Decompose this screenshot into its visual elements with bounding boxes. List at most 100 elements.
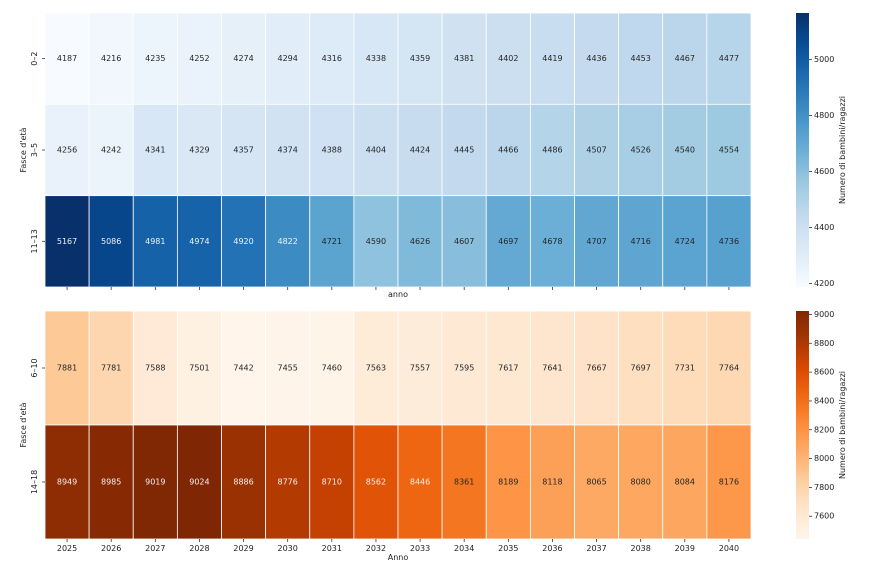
cell-value-label: 4341 bbox=[145, 146, 165, 155]
heatmap-cell bbox=[265, 310, 311, 426]
cell-value-label: 4453 bbox=[631, 54, 651, 63]
heatmap-cell bbox=[529, 103, 575, 197]
heatmap-cell bbox=[441, 424, 487, 540]
colorbar-tick-label: 4600 bbox=[814, 167, 834, 176]
cell-value-label: 4707 bbox=[586, 237, 606, 246]
cell-value-label: 4187 bbox=[57, 54, 77, 63]
cell-value-label: 4436 bbox=[586, 54, 606, 63]
heatmap-cell bbox=[309, 424, 355, 540]
colorbar-tick-label: 4400 bbox=[814, 223, 834, 232]
colorbar-tick-label: 8800 bbox=[814, 339, 834, 348]
cell-value-label: 8710 bbox=[322, 478, 342, 487]
colorbar-tick-label: 9000 bbox=[814, 310, 834, 319]
x-tick-label: 2032 bbox=[366, 544, 386, 553]
cell-value-label: 8176 bbox=[719, 478, 739, 487]
heatmap-cell bbox=[706, 12, 752, 105]
cell-value-label: 4526 bbox=[631, 146, 651, 155]
cell-value-label: 4388 bbox=[322, 146, 342, 155]
heatmap-cell bbox=[176, 12, 222, 105]
cell-value-label: 8118 bbox=[542, 478, 562, 487]
colorbar-tick-label: 5000 bbox=[814, 55, 834, 64]
cell-value-label: 4467 bbox=[675, 54, 695, 63]
cell-value-label: 7764 bbox=[719, 364, 739, 373]
cell-value-label: 4404 bbox=[366, 146, 386, 155]
cell-value-label: 8189 bbox=[498, 478, 518, 487]
cell-value-label: 4445 bbox=[454, 146, 474, 155]
x-tick-label: 2026 bbox=[101, 544, 121, 553]
colorbar-tick-label: 8200 bbox=[814, 425, 834, 434]
heatmap-cell bbox=[176, 310, 222, 426]
heatmap-cell bbox=[574, 12, 620, 105]
x-tick-label: 2025 bbox=[57, 544, 77, 553]
heatmap-bottom-panel: 7881 7781 7588 7501 7442 7455 7460 7563 7557 7595… bbox=[19, 310, 847, 562]
heatmap-cell bbox=[397, 424, 443, 540]
heatmap-cell bbox=[706, 195, 752, 288]
heatmap-cell bbox=[441, 12, 487, 105]
x-tick-label: 2028 bbox=[189, 544, 209, 553]
heatmap-cell bbox=[221, 195, 267, 288]
heatmap-cell bbox=[88, 103, 134, 197]
heatmap-cell bbox=[353, 12, 399, 105]
y-tick-label: 3–5 bbox=[30, 143, 39, 157]
heatmap-cell bbox=[397, 310, 443, 426]
cell-value-label: 7617 bbox=[498, 364, 518, 373]
x-tick-label: 2039 bbox=[675, 544, 695, 553]
cell-value-label: 9024 bbox=[189, 478, 209, 487]
heatmap-cell bbox=[353, 195, 399, 288]
cell-value-label: 4274 bbox=[233, 54, 253, 63]
heatmap-cell bbox=[574, 103, 620, 197]
cell-value-label: 7667 bbox=[586, 364, 606, 373]
colorbar-label: Numero di bambini/ragazzi bbox=[838, 96, 847, 204]
cell-value-label: 8776 bbox=[278, 478, 298, 487]
cell-value-label: 5167 bbox=[57, 237, 77, 246]
heatmap-cell bbox=[265, 12, 311, 105]
y-tick-label: 0–2 bbox=[30, 52, 39, 66]
cell-value-label: 4242 bbox=[101, 146, 121, 155]
colorbar-label: Numero di bambini/ragazzi bbox=[838, 371, 847, 479]
heatmap-cell bbox=[397, 103, 443, 197]
cell-value-label: 7781 bbox=[101, 364, 121, 373]
cell-value-label: 4357 bbox=[233, 146, 253, 155]
heatmap-top-panel: 4187 4216 4235 4252 4274 4294 4316 4338 4359 4381… bbox=[19, 12, 847, 299]
colorbar-tick-label: 4200 bbox=[814, 279, 834, 288]
cell-value-label: 4402 bbox=[498, 54, 518, 63]
cell-value-label: 7641 bbox=[542, 364, 562, 373]
heatmap-cell bbox=[132, 12, 178, 105]
cell-value-label: 8985 bbox=[101, 478, 121, 487]
heatmap-cell bbox=[485, 195, 531, 288]
colorbar-tick-label: 8400 bbox=[814, 396, 834, 405]
cell-value-label: 8080 bbox=[631, 478, 651, 487]
colorbar-tick-label: 4800 bbox=[814, 111, 834, 120]
heatmap-cell bbox=[176, 424, 222, 540]
cell-value-label: 4822 bbox=[278, 237, 298, 246]
x-tick-label: 2035 bbox=[498, 544, 518, 553]
cell-value-label: 4736 bbox=[719, 237, 739, 246]
cell-value-label: 4359 bbox=[410, 54, 430, 63]
cell-value-label: 4981 bbox=[145, 237, 165, 246]
heatmap-cell bbox=[706, 424, 752, 540]
cell-value-label: 4920 bbox=[233, 237, 253, 246]
heatmap-cell bbox=[221, 103, 267, 197]
heatmap-cell bbox=[574, 195, 620, 288]
cell-value-label: 7455 bbox=[278, 364, 298, 373]
colorbar-tick-label: 7800 bbox=[814, 483, 834, 492]
x-tick-label: 2031 bbox=[322, 544, 342, 553]
heatmap-cell bbox=[88, 310, 134, 426]
heatmap-cell bbox=[618, 195, 664, 288]
cell-value-label: 4316 bbox=[322, 54, 342, 63]
cell-value-label: 7460 bbox=[322, 364, 342, 373]
heatmap-cell bbox=[176, 103, 222, 197]
cell-value-label: 4256 bbox=[57, 146, 77, 155]
heatmap-cell bbox=[132, 103, 178, 197]
y-axis-label: Fasce d'età bbox=[19, 127, 28, 172]
heatmap-cell bbox=[662, 195, 708, 288]
heatmap-cell bbox=[485, 103, 531, 197]
cell-value-label: 7881 bbox=[57, 364, 77, 373]
cell-value-label: 4697 bbox=[498, 237, 518, 246]
heatmap-cell bbox=[132, 195, 178, 288]
heatmap-cell bbox=[265, 103, 311, 197]
cell-value-label: 4626 bbox=[410, 237, 430, 246]
cell-value-label: 7595 bbox=[454, 364, 474, 373]
x-tick-label: 2027 bbox=[145, 544, 165, 553]
